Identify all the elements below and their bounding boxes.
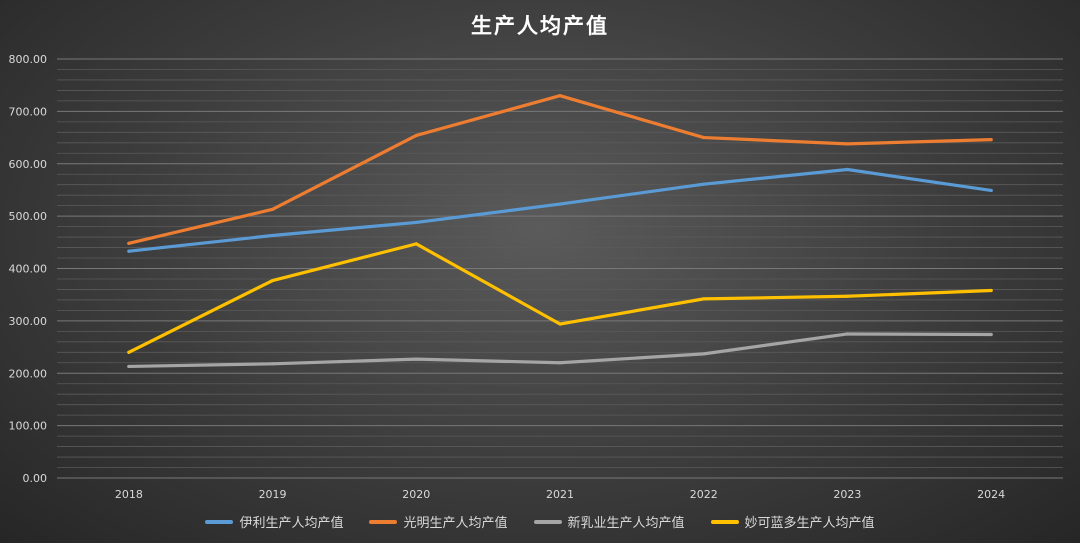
data-point [558, 322, 562, 326]
data-point [127, 241, 131, 245]
data-point [845, 332, 850, 336]
legend-label: 伊利生产人均产值 [239, 516, 344, 531]
x-tick-label: 2023 [833, 488, 861, 501]
data-point [558, 361, 562, 365]
legend-item: 新乳业生产人均产值 [533, 512, 685, 531]
data-point [989, 288, 993, 293]
legend-label: 光明生产人均产值 [403, 516, 508, 531]
x-tick-label: 2024 [977, 488, 1005, 501]
data-point [414, 220, 418, 225]
x-tick-label: 2018 [115, 488, 143, 501]
data-point [845, 167, 850, 172]
y-tick-label: 400.00 [9, 263, 48, 276]
x-tick-label: 2020 [402, 488, 430, 501]
x-tick-label: 2021 [546, 488, 574, 501]
legend: 伊利生产人均产值 光明生产人均产值 新乳业生产人均产值 妙可蓝多生产人均产值 [0, 512, 1080, 531]
series-line-0 [127, 167, 993, 253]
legend-swatch [533, 519, 562, 524]
x-tick-label: 2019 [259, 488, 287, 501]
data-point [414, 357, 418, 361]
data-point [989, 188, 993, 193]
y-tick-label: 700.00 [9, 105, 48, 118]
data-point [127, 350, 131, 354]
data-point [845, 294, 850, 298]
data-point [989, 332, 993, 337]
data-point [702, 182, 706, 186]
legend-item: 伊利生产人均产值 [205, 512, 343, 531]
data-point [702, 135, 706, 140]
legend-swatch [369, 519, 398, 524]
series-line-1 [127, 94, 993, 245]
legend-item: 光明生产人均产值 [369, 512, 508, 531]
data-point [270, 233, 275, 238]
chart-title: 生产人均产值 [471, 14, 609, 38]
data-point [127, 249, 131, 253]
data-point [414, 133, 418, 138]
y-tick-label: 300.00 [9, 315, 48, 328]
y-tick-label: 800.00 [9, 53, 48, 66]
legend-swatch [205, 519, 234, 524]
data-point [414, 242, 418, 246]
y-tick-label: 200.00 [9, 367, 48, 380]
data-point [989, 138, 993, 142]
y-tick-label: 0.00 [23, 472, 48, 485]
x-tick-label: 2022 [690, 488, 718, 501]
legend-label: 新乳业生产人均产值 [567, 516, 685, 531]
legend-swatch [710, 519, 739, 524]
legend-label: 妙可蓝多生产人均产值 [744, 516, 875, 531]
legend-item: 妙可蓝多生产人均产值 [710, 512, 875, 531]
data-point [558, 202, 562, 206]
y-tick-label: 500.00 [9, 210, 48, 223]
y-tick-label: 600.00 [9, 158, 48, 171]
data-point [702, 297, 706, 301]
data-point [270, 207, 275, 211]
data-point [845, 142, 850, 146]
data-point [702, 352, 706, 356]
data-point [270, 362, 275, 366]
y-tick-label: 100.00 [9, 420, 48, 433]
data-point [127, 364, 131, 369]
data-point [270, 278, 275, 283]
series-line-3 [127, 242, 993, 354]
data-point [558, 94, 562, 98]
